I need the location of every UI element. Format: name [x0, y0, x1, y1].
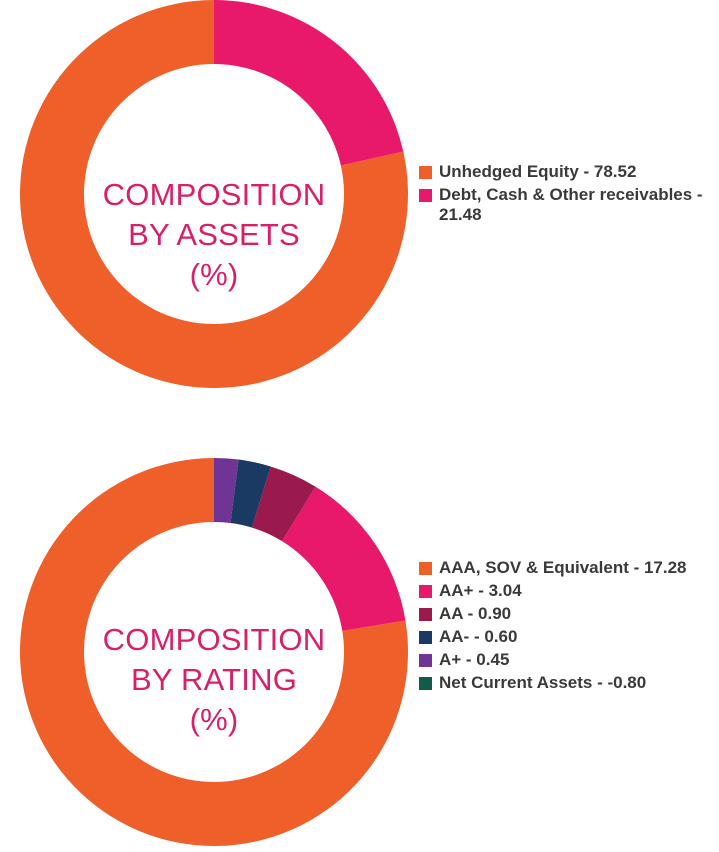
legend-swatch: [419, 677, 432, 690]
legend-item-aa-minus: AA- - 0.60: [417, 627, 717, 647]
assets-slice-debt-cash-other-receivables: [214, 0, 404, 166]
rating-chart-title: COMPOSITION BY RATING (%): [20, 620, 408, 740]
rating-slice-aa: [230, 459, 271, 528]
rating-title-line-2: BY RATING: [130, 662, 298, 697]
legend-item-unhedged-equity: Unhedged Equity - 78.52: [417, 162, 717, 182]
rating-chart: [0, 440, 719, 852]
legend-swatch: [419, 562, 432, 575]
legend-swatch: [419, 654, 432, 667]
assets-donut: [20, 0, 408, 388]
rating-legend: AAA, SOV & Equivalent - 17.28 AA+ - 3.04…: [417, 558, 717, 696]
rating-slice-aaa-sov-equivalent: [20, 458, 408, 846]
rating-slice-aa: [281, 486, 406, 631]
rating-title-line-3: (%): [189, 702, 239, 737]
assets-title-line-1: COMPOSITION: [102, 177, 326, 212]
legend-swatch: [419, 608, 432, 621]
assets-title-line-2: BY ASSETS: [128, 217, 300, 252]
legend-swatch: [419, 189, 432, 202]
legend-item-a-plus: A+ - 0.45: [417, 650, 717, 670]
assets-chart: COMPOSITION BY ASSETS (%) Unhedged Equit…: [0, 0, 719, 400]
legend-label: Debt, Cash & Other receivables - 21.48: [439, 185, 703, 224]
rating-donut: [20, 458, 408, 846]
legend-item-aa: AA - 0.90: [417, 604, 717, 624]
legend-swatch: [419, 631, 432, 644]
legend-label: Net Current Assets - -0.80: [439, 673, 647, 692]
legend-label: AA- - 0.60: [439, 627, 518, 646]
assets-legend: Unhedged Equity - 78.52 Debt, Cash & Oth…: [417, 162, 717, 228]
rating-slice-aa: [251, 466, 316, 542]
assets-chart-title: COMPOSITION BY ASSETS (%): [20, 175, 408, 295]
legend-swatch: [419, 585, 432, 598]
legend-item-debt-cash: Debt, Cash & Other receivables - 21.48: [417, 185, 717, 225]
assets-slice-unhedged-equity: [20, 0, 408, 388]
rating-title-line-1: COMPOSITION: [102, 622, 326, 657]
legend-swatch: [419, 166, 432, 179]
assets-title-line-3: (%): [189, 257, 239, 292]
legend-item-aa-plus: AA+ - 3.04: [417, 581, 717, 601]
legend-item-aaa-sov: AAA, SOV & Equivalent - 17.28: [417, 558, 717, 578]
legend-label: AAA, SOV & Equivalent - 17.28: [439, 558, 687, 577]
legend-label: AA+ - 3.04: [439, 581, 522, 600]
legend-label: A+ - 0.45: [439, 650, 510, 669]
legend-item-net-current-assets: Net Current Assets - -0.80: [417, 673, 717, 693]
rating-slice-a: [214, 458, 239, 524]
legend-label: AA - 0.90: [439, 604, 512, 623]
legend-label: Unhedged Equity - 78.52: [439, 162, 637, 181]
